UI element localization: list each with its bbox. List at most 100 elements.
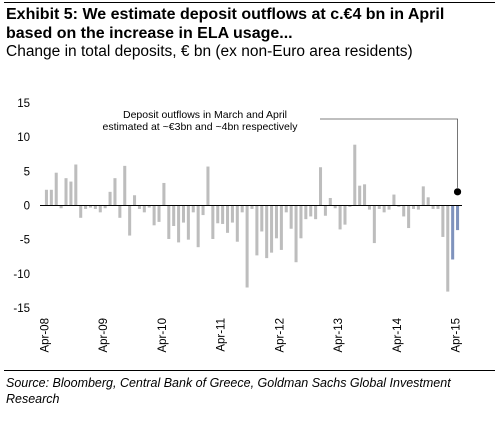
bar bbox=[191, 205, 195, 213]
bar bbox=[274, 205, 278, 239]
x-tick-label: Apr-12 bbox=[274, 318, 286, 353]
annotation-text-line2: estimated at ~€3bn and ~4bn respectively bbox=[103, 121, 299, 133]
bar bbox=[411, 205, 416, 209]
bar bbox=[284, 205, 288, 213]
bar bbox=[49, 189, 53, 206]
x-tick-label: Apr-10 bbox=[157, 318, 169, 353]
bar bbox=[363, 184, 367, 206]
bar bbox=[64, 178, 68, 206]
bar bbox=[54, 172, 58, 206]
bar bbox=[226, 205, 230, 233]
bar bbox=[372, 205, 376, 244]
bar bbox=[451, 205, 455, 260]
bar bbox=[113, 178, 117, 206]
bar bbox=[265, 205, 269, 259]
bar bbox=[216, 205, 220, 224]
bar bbox=[426, 197, 430, 206]
bar bbox=[59, 205, 63, 209]
y-tick-label: 5 bbox=[24, 166, 30, 178]
bar bbox=[177, 205, 181, 243]
bar bbox=[186, 205, 190, 240]
bar bbox=[270, 205, 274, 253]
top-rule bbox=[4, 2, 495, 3]
bar bbox=[240, 205, 244, 213]
annotation: Deposit outflows in March and Aprilestim… bbox=[103, 109, 462, 196]
annotation-text-line1: Deposit outflows in March and April bbox=[123, 109, 287, 121]
bar bbox=[387, 205, 391, 210]
chart-subtitle: Change in total deposits, € bn (ex non-E… bbox=[6, 43, 413, 60]
y-tick-label: 0 bbox=[24, 201, 30, 213]
bar bbox=[299, 205, 303, 239]
bar bbox=[441, 205, 445, 237]
bar bbox=[201, 205, 205, 216]
bar bbox=[44, 189, 48, 206]
bar bbox=[309, 205, 313, 217]
y-tick-label: -15 bbox=[13, 303, 30, 315]
source-note: Source: Bloomberg, Central Bank of Greec… bbox=[6, 376, 451, 406]
estimate-point bbox=[453, 188, 462, 196]
bar bbox=[255, 205, 259, 256]
bar bbox=[93, 205, 97, 209]
bar bbox=[142, 205, 146, 213]
y-tick-label: 15 bbox=[17, 98, 30, 110]
bar bbox=[407, 205, 411, 229]
bar bbox=[323, 205, 327, 216]
bar bbox=[221, 205, 225, 224]
bar bbox=[304, 205, 308, 220]
bar bbox=[338, 205, 342, 230]
bar bbox=[123, 165, 127, 206]
bar bbox=[353, 144, 357, 206]
bar bbox=[456, 205, 460, 231]
bar bbox=[392, 194, 396, 206]
bar bbox=[206, 166, 210, 206]
bar bbox=[230, 205, 234, 223]
bar bbox=[167, 205, 171, 239]
bar bbox=[260, 205, 264, 232]
bar bbox=[343, 205, 347, 225]
bar bbox=[98, 205, 102, 213]
bar bbox=[157, 205, 161, 222]
bar bbox=[250, 205, 254, 209]
bar bbox=[333, 205, 337, 209]
bars bbox=[44, 144, 460, 292]
bar bbox=[382, 205, 386, 213]
bottom-rule bbox=[4, 370, 495, 371]
x-tick-label: Apr-15 bbox=[451, 318, 463, 353]
bar bbox=[172, 205, 176, 226]
bar bbox=[79, 205, 83, 218]
bar bbox=[133, 195, 137, 206]
bar bbox=[88, 205, 93, 208]
bar bbox=[103, 205, 107, 209]
bar bbox=[367, 205, 371, 210]
x-tick-label: Apr-13 bbox=[333, 318, 345, 353]
x-tick-label: Apr-11 bbox=[216, 318, 228, 352]
bar bbox=[279, 205, 283, 250]
bar bbox=[181, 205, 185, 223]
bar bbox=[162, 182, 166, 206]
bar bbox=[196, 205, 200, 248]
bar bbox=[358, 185, 362, 206]
bar bbox=[328, 197, 332, 206]
bar bbox=[319, 167, 323, 206]
bar bbox=[235, 205, 239, 242]
bar bbox=[294, 205, 298, 263]
bar bbox=[402, 205, 406, 217]
bar bbox=[211, 205, 215, 239]
bar bbox=[348, 205, 352, 207]
y-tick-label: 10 bbox=[17, 132, 30, 144]
bar bbox=[397, 205, 401, 207]
bar bbox=[152, 205, 156, 226]
bar bbox=[416, 205, 420, 210]
bar bbox=[118, 205, 122, 218]
y-tick-label: -5 bbox=[20, 235, 30, 247]
x-tick-label: Apr-08 bbox=[39, 318, 51, 353]
x-tick-label: Apr-09 bbox=[98, 318, 110, 353]
bar bbox=[377, 205, 381, 209]
annotation-connector-line bbox=[320, 118, 458, 188]
bar bbox=[421, 186, 425, 206]
bar bbox=[289, 205, 293, 229]
bar bbox=[431, 205, 435, 209]
bar bbox=[84, 205, 88, 209]
bar bbox=[128, 205, 132, 236]
